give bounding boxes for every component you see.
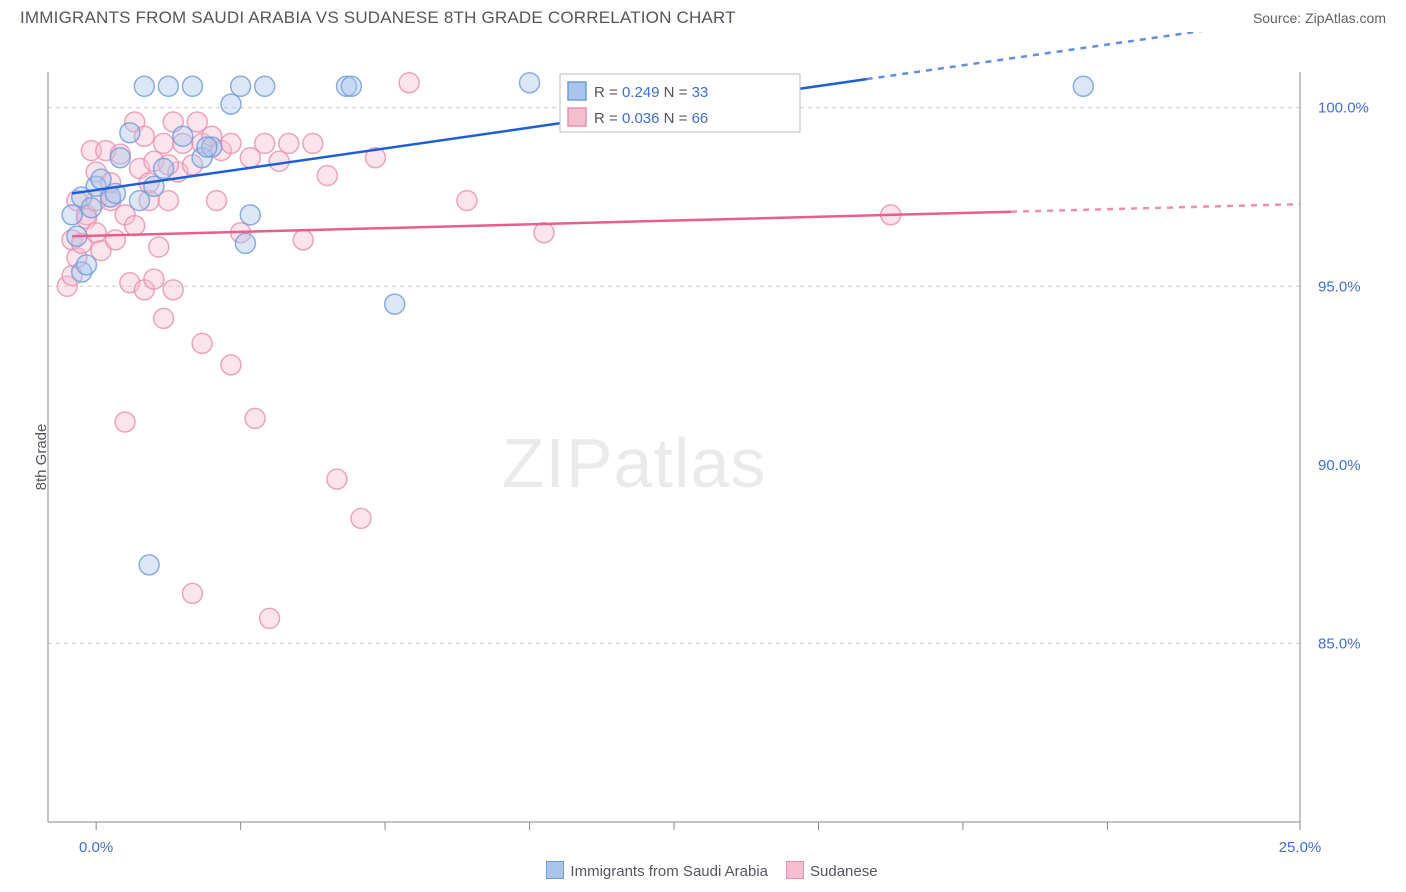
y-tick-label: 95.0% [1318, 278, 1361, 295]
scatter-chart: ZIPatlas 0.0% 25.0% 85.0% 90.0% 95.0% 100.0% R … [0, 32, 1406, 852]
trend-line-extrapolated [867, 32, 1300, 79]
data-point [86, 223, 106, 243]
data-point [110, 148, 130, 168]
data-point [385, 294, 405, 314]
x-tick-label: 0.0% [79, 839, 113, 852]
data-point [182, 76, 202, 96]
y-tick-label: 100.0% [1318, 100, 1369, 117]
watermark: ZIPatlas [502, 424, 767, 502]
data-point [81, 198, 101, 218]
data-point [221, 355, 241, 375]
data-point [457, 191, 477, 211]
data-point [134, 76, 154, 96]
trend-line-extrapolated [1011, 204, 1300, 212]
x-tick-label: 25.0% [1279, 839, 1322, 852]
data-point [154, 133, 174, 153]
data-point [197, 137, 217, 157]
data-point [231, 76, 251, 96]
data-point [240, 205, 260, 225]
data-point [293, 230, 313, 250]
data-point [235, 233, 255, 253]
data-point [520, 73, 540, 93]
legend-label: Sudanese [810, 863, 878, 880]
chart-title: IMMIGRANTS FROM SAUDI ARABIA VS SUDANESE… [20, 8, 736, 28]
data-point [255, 76, 275, 96]
data-point [173, 126, 193, 146]
data-point [154, 158, 174, 178]
data-point [149, 237, 169, 257]
data-point [120, 123, 140, 143]
data-point [351, 508, 371, 528]
data-point [192, 333, 212, 353]
data-point [341, 76, 361, 96]
data-point [144, 176, 164, 196]
data-point [182, 583, 202, 603]
data-point [303, 133, 323, 153]
source-label: Source: ZipAtlas.com [1253, 10, 1386, 26]
legend-swatch [568, 82, 586, 100]
data-point [221, 94, 241, 114]
data-point [144, 269, 164, 289]
data-point [62, 205, 82, 225]
data-point [154, 308, 174, 328]
legend-swatch [786, 861, 804, 879]
correlation-text: R = 0.249 N = 33 [594, 84, 708, 101]
data-point [245, 408, 265, 428]
legend-bottom: Immigrants from Saudi Arabia Sudanese [0, 861, 1406, 880]
data-point [139, 555, 159, 575]
data-point [260, 608, 280, 628]
y-tick-label: 90.0% [1318, 457, 1361, 474]
data-point [158, 76, 178, 96]
data-point [1073, 76, 1093, 96]
legend-label: Immigrants from Saudi Arabia [570, 863, 768, 880]
data-point [221, 133, 241, 153]
data-point [115, 412, 135, 432]
data-point [269, 151, 289, 171]
legend-swatch [546, 861, 564, 879]
correlation-legend: R = 0.249 N = 33 R = 0.036 N = 66 [560, 74, 800, 132]
data-point [207, 191, 227, 211]
correlation-text: R = 0.036 N = 66 [594, 110, 708, 127]
data-point [399, 73, 419, 93]
data-point [534, 223, 554, 243]
data-point [77, 255, 97, 275]
data-point [125, 216, 145, 236]
y-tick-label: 85.0% [1318, 635, 1361, 652]
data-point [279, 133, 299, 153]
data-point [105, 230, 125, 250]
data-point [327, 469, 347, 489]
legend-swatch [568, 108, 586, 126]
data-point [255, 133, 275, 153]
data-point [317, 166, 337, 186]
y-axis-label: 8th Grade [33, 424, 50, 491]
data-point [163, 280, 183, 300]
